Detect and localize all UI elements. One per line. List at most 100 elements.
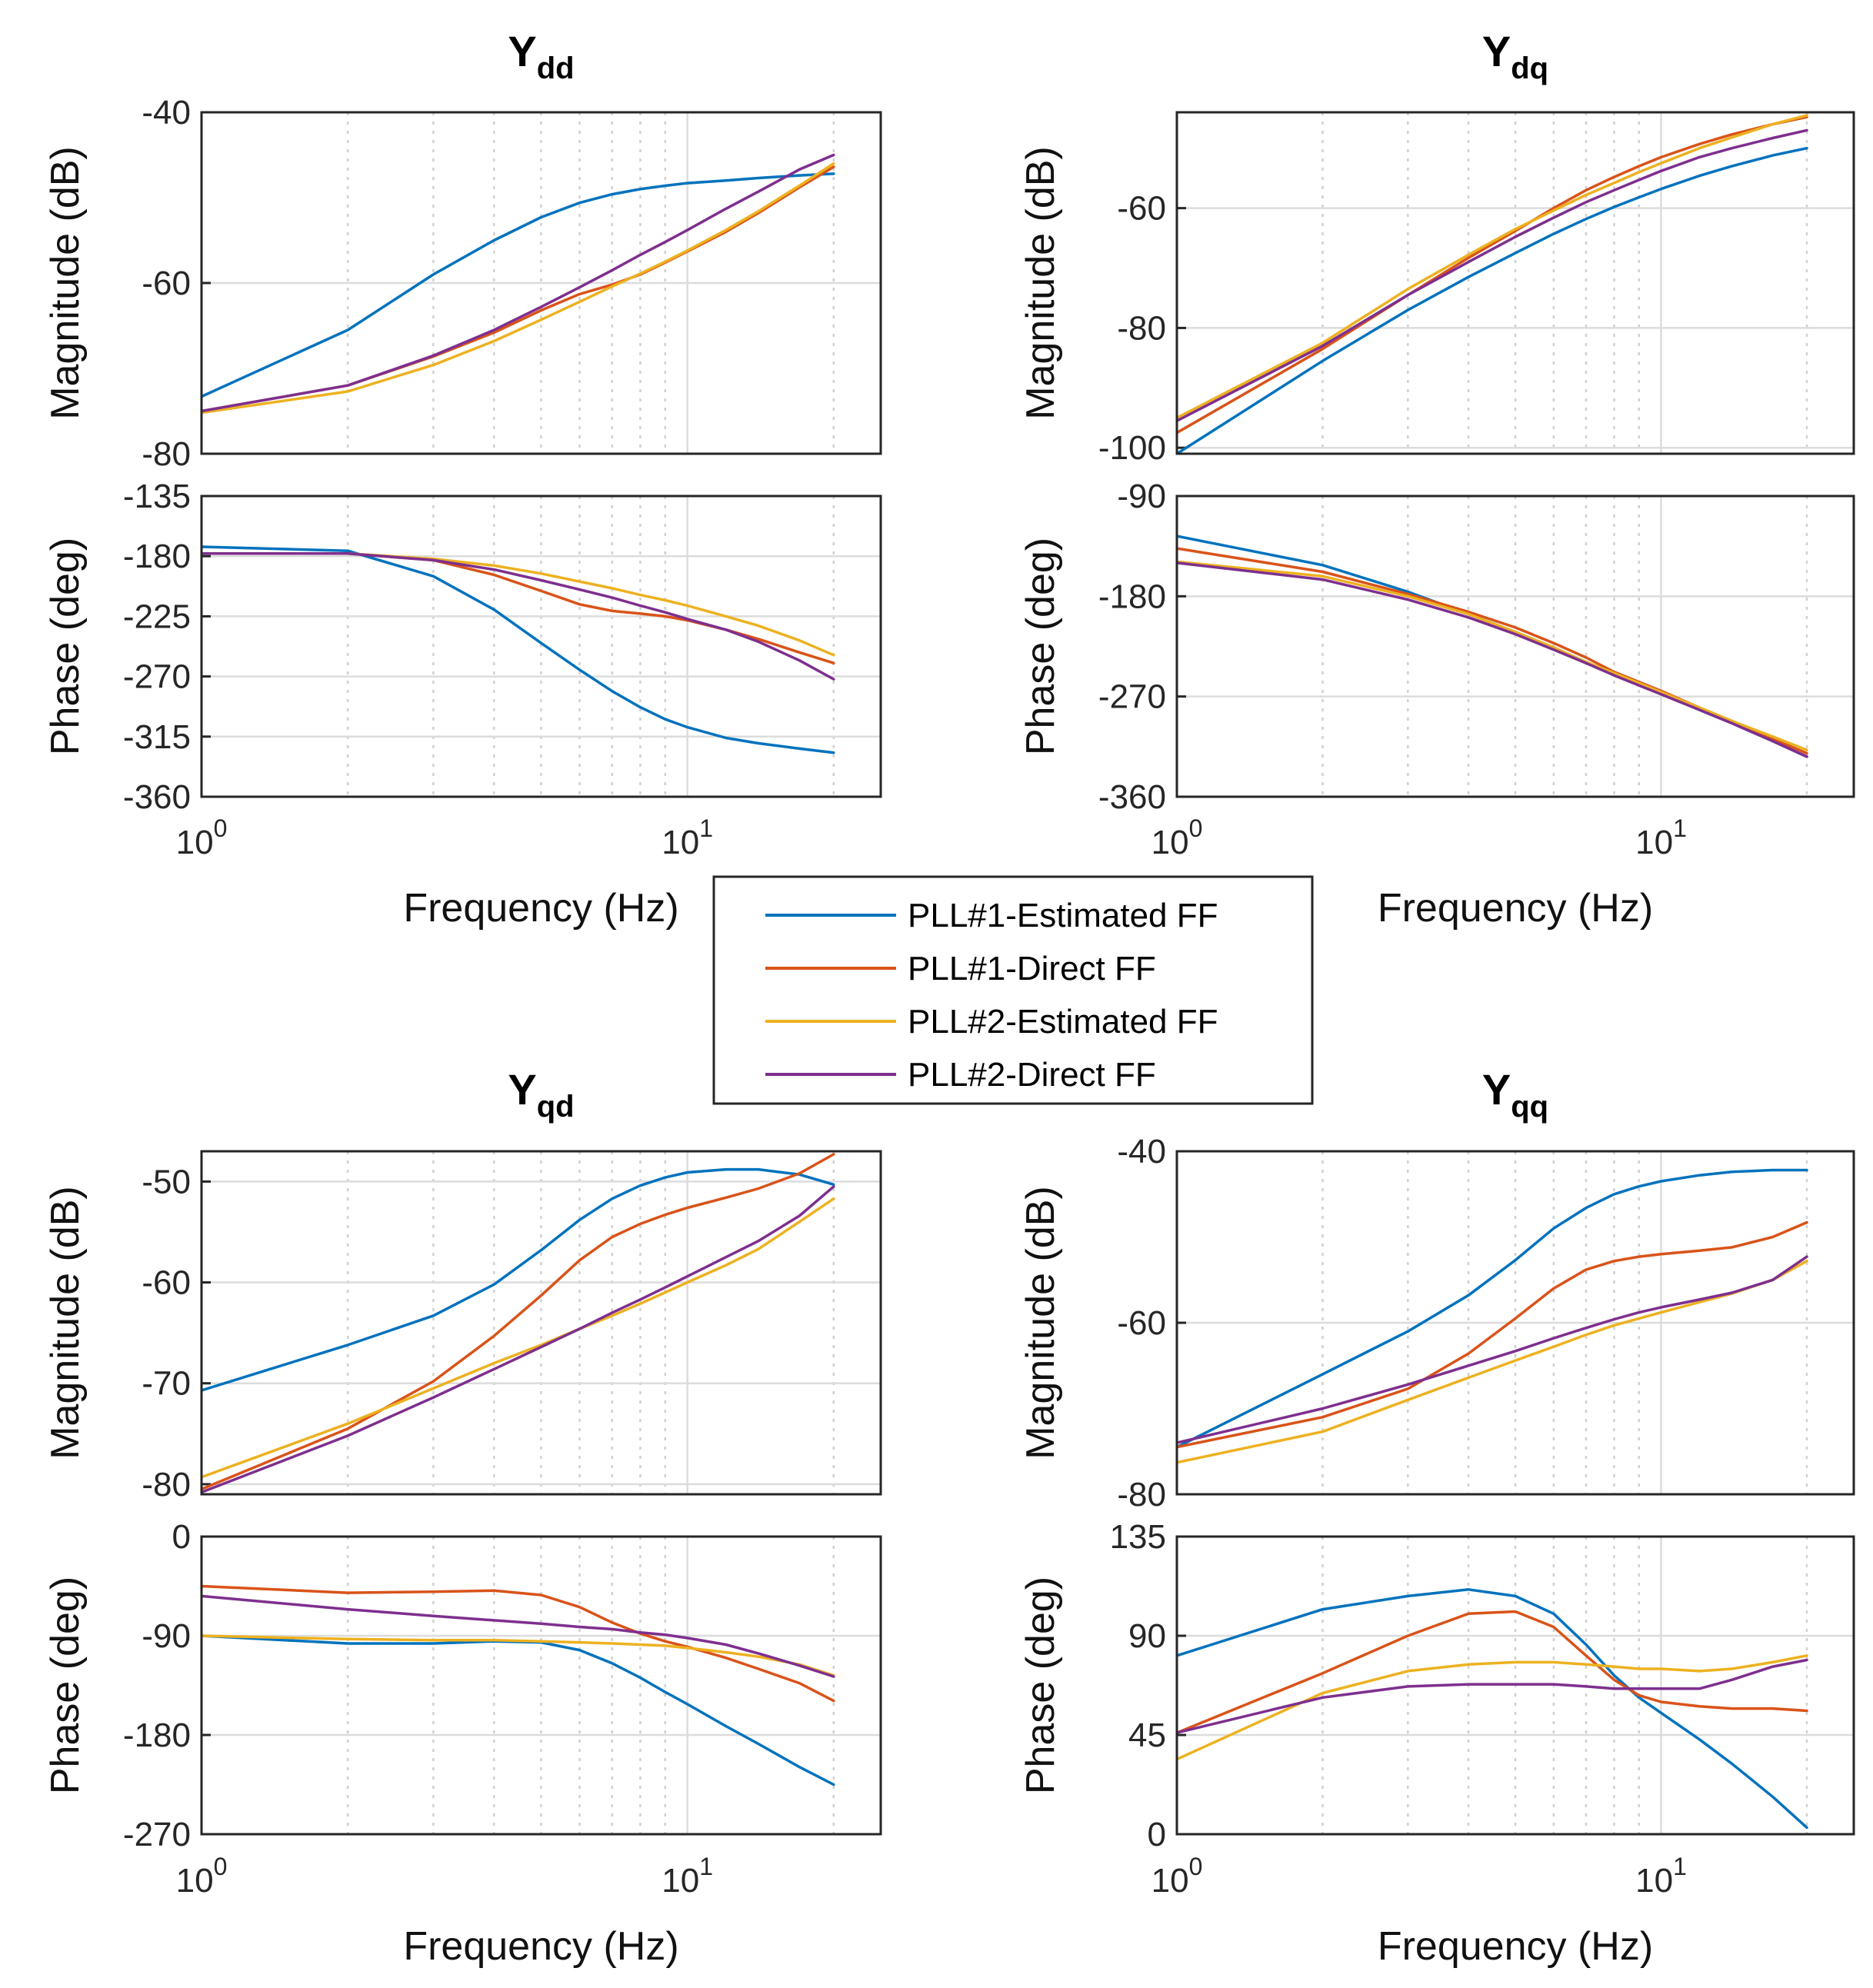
y-tick-label: -225: [123, 598, 191, 635]
series-line-3: [202, 1634, 835, 1677]
series-line-3: [202, 551, 835, 657]
y-tick-label: -40: [142, 94, 191, 132]
series-line-4: [1177, 128, 1808, 422]
y-tick-label: -60: [1117, 190, 1166, 228]
series-line-4: [202, 1594, 835, 1678]
y-tick-label: -70: [142, 1365, 191, 1403]
chart-yqd: Yqd -80 -70 -60 -50 Magnitude (dB) -270 -180 -90…: [43, 1065, 882, 1969]
y-tick-label: -80: [1117, 309, 1166, 347]
x-tick-label: 100: [1151, 814, 1203, 861]
series-line-4: [1177, 1658, 1808, 1734]
y-tick-label: -180: [123, 538, 191, 575]
y-tick-label: -90: [142, 1617, 191, 1655]
series-line-2: [1177, 1220, 1808, 1449]
series-line-1: [1177, 146, 1808, 454]
legend-label: PLL#2-Direct FF: [908, 1056, 1156, 1094]
y-tick-label: -180: [123, 1717, 191, 1754]
series-line-3: [1177, 114, 1808, 420]
y-tick-label: -80: [1117, 1476, 1166, 1513]
axes-frame: [200, 495, 882, 798]
y-axis-label: Magnitude (dB): [43, 1186, 88, 1460]
y-tick-label: -80: [142, 1466, 191, 1503]
y-axis-label: Phase (deg): [1018, 1577, 1063, 1794]
y-axis-label: Magnitude (dB): [43, 146, 88, 420]
series-line-3: [202, 1197, 835, 1479]
y-tick-label: -60: [142, 1264, 191, 1302]
x-tick-label: 101: [1635, 1853, 1687, 1900]
axes-frame: [200, 111, 882, 455]
x-tick-label: 101: [662, 814, 713, 861]
yqd-magnitude-axes: -80 -70 -60 -50 Magnitude (dB): [43, 1150, 882, 1503]
legend-label: PLL#1-Direct FF: [908, 950, 1156, 987]
y-tick-label: -60: [1117, 1304, 1166, 1342]
chart-yqq: Yqq -80 -60 -40 Magnitude (dB) 0 45 90 135 Phase …: [1018, 1065, 1855, 1969]
x-axis-label: Frequency (Hz): [1378, 1924, 1653, 1969]
axes-frame: [200, 1535, 882, 1836]
y-axis-label: Phase (deg): [43, 1577, 88, 1794]
series-line-2: [202, 165, 835, 413]
y-tick-label: -270: [1098, 678, 1166, 716]
legend-label: PLL#1-Estimated FF: [908, 897, 1218, 934]
y-tick-label: -360: [123, 778, 191, 816]
series-line-1: [202, 1634, 835, 1787]
y-tick-label: 0: [1148, 1816, 1166, 1853]
series-line-3: [1177, 560, 1808, 751]
x-tick-label: 100: [1151, 1853, 1203, 1900]
x-axis-label: Frequency (Hz): [403, 1924, 678, 1969]
axes-frame: [200, 1150, 882, 1496]
chart-title-ydq: Ydq: [1482, 27, 1548, 85]
series-line-1: [1177, 1588, 1808, 1830]
ydq-phase-axes: -360 -270 -180 -90 Phase (deg): [1018, 478, 1855, 816]
series-line-4: [202, 153, 835, 413]
yqq-phase-axes: 0 45 90 135 Phase (deg): [1018, 1518, 1855, 1853]
y-tick-label: -40: [1117, 1133, 1166, 1170]
series-line-1: [202, 545, 835, 754]
series-line-4: [202, 551, 835, 681]
chart-title-yqq: Yqq: [1482, 1065, 1548, 1124]
y-tick-label: 45: [1128, 1717, 1166, 1754]
axes-frame: [1175, 111, 1855, 455]
series-line-1: [202, 172, 835, 398]
series-line-1: [1177, 534, 1808, 758]
axes-frame: [1175, 495, 1855, 798]
y-axis-label: Phase (deg): [1018, 538, 1063, 755]
series-line-2: [202, 1584, 835, 1703]
x-tick-label: 101: [662, 1853, 713, 1900]
y-tick-label: 90: [1128, 1617, 1166, 1655]
y-tick-label: -270: [123, 658, 191, 696]
y-axis-label: Magnitude (dB): [1018, 1186, 1063, 1460]
ydd-phase-axes: -360 -315 -270 -225 -180 -135 Phase (deg): [43, 478, 882, 816]
series-line-4: [1177, 561, 1808, 758]
chart-title-yqd: Yqd: [508, 1065, 574, 1124]
series-line-4: [1177, 1255, 1808, 1444]
series-line-1: [202, 1167, 835, 1392]
y-tick-label: -90: [1117, 478, 1166, 515]
x-axis-label: Frequency (Hz): [403, 886, 678, 931]
ydq-magnitude-axes: -100 -80 -60 Magnitude (dB): [1018, 111, 1855, 467]
y-tick-label: -135: [123, 478, 191, 515]
y-tick-label: 135: [1110, 1518, 1166, 1556]
series-line-2: [1177, 547, 1808, 755]
legend-label: PLL#2-Estimated FF: [908, 1003, 1218, 1041]
y-tick-label: -270: [123, 1816, 191, 1853]
legend: PLL#1-Estimated FF PLL#1-Direct FF PLL#2-E…: [712, 875, 1314, 1105]
yqq-magnitude-axes: -80 -60 -40 Magnitude (dB): [1018, 1133, 1855, 1513]
series-line-1: [1177, 1168, 1808, 1449]
x-tick-label: 100: [176, 814, 228, 861]
series-line-4: [202, 1185, 835, 1494]
axes-frame: [1175, 1535, 1855, 1836]
series-line-2: [1177, 115, 1808, 435]
y-tick-label: -60: [142, 265, 191, 302]
series-line-2: [202, 1153, 835, 1491]
series-line-2: [1177, 1610, 1808, 1734]
series-line-3: [1177, 1654, 1808, 1761]
y-tick-label: -50: [142, 1163, 191, 1200]
ydd-magnitude-axes: -80 -60 -40 Magnitude (dB): [43, 94, 882, 473]
series-line-3: [1177, 1259, 1808, 1464]
series-line-3: [202, 162, 835, 415]
y-axis-label: Phase (deg): [43, 538, 88, 755]
y-tick-label: -100: [1098, 429, 1166, 467]
y-tick-label: 0: [172, 1518, 191, 1556]
